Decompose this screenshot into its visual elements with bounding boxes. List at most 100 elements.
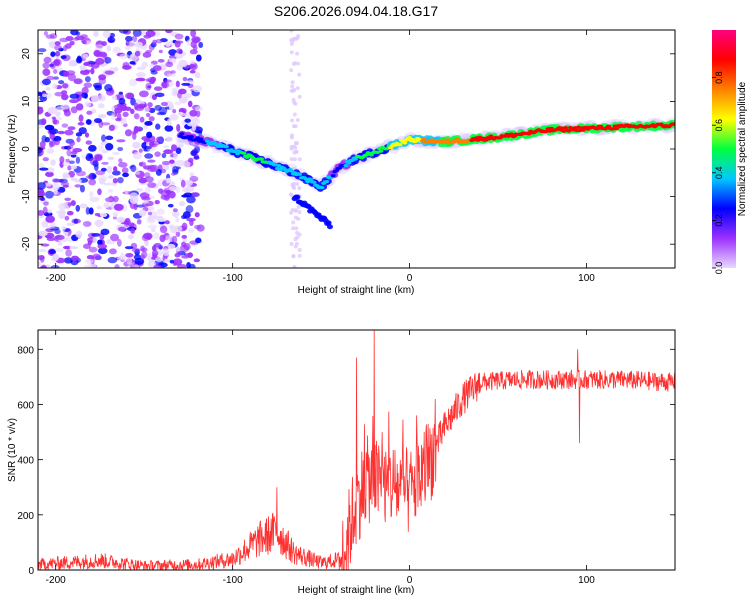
spectrogram-noise-blob bbox=[94, 44, 104, 49]
spectrogram-noise-blob bbox=[134, 41, 143, 48]
spectrogram-noise-blob bbox=[117, 226, 126, 232]
spectrogram-noise-blob bbox=[290, 133, 295, 138]
spectrogram-noise-blob bbox=[136, 72, 146, 78]
spectrogram-noise-blob bbox=[120, 117, 127, 125]
spectrogram-noise-blob bbox=[174, 101, 182, 105]
spectrogram-noise-blob bbox=[67, 73, 76, 82]
spectrogram-noise-blob bbox=[293, 124, 298, 129]
spectrogram-noise-blob bbox=[146, 131, 153, 139]
spectrogram-noise-blob bbox=[166, 73, 177, 77]
spectrogram-noise-blob bbox=[289, 68, 294, 73]
spectrogram-noise-blob bbox=[175, 217, 180, 223]
spectrogram-noise-blob bbox=[54, 234, 65, 240]
spectrogram-noise-blob bbox=[297, 72, 302, 77]
spectrogram-noise-blob bbox=[156, 249, 164, 256]
spectrogram-noise-blob bbox=[84, 76, 91, 83]
spectrogram-noise-blob bbox=[168, 104, 174, 111]
spectrogram-noise-blob bbox=[175, 231, 181, 237]
spectrogram-noise-blob bbox=[150, 70, 158, 75]
spectrogram-noise-blob bbox=[164, 258, 171, 263]
spectrogram-ridge-branch bbox=[325, 220, 332, 226]
spectrogram-noise-blob bbox=[53, 76, 59, 80]
spectrogram-noise-blob bbox=[42, 157, 49, 162]
spectrogram-ridge-core bbox=[402, 141, 408, 145]
spectrogram-noise-blob bbox=[101, 149, 109, 154]
spectrogram-noise-blob bbox=[75, 31, 81, 37]
spectrogram-noise-blob bbox=[67, 126, 76, 131]
spectrogram-ridge-core bbox=[179, 132, 185, 136]
spectrogram-noise-blob bbox=[113, 203, 124, 211]
spectrogram-noise-blob bbox=[293, 149, 298, 154]
spectrogram-noise-blob bbox=[82, 53, 89, 59]
spectrogram-ridge-core bbox=[352, 157, 358, 161]
spectrogram-noise-blob bbox=[163, 149, 174, 155]
spectrogram-noise-blob bbox=[67, 165, 72, 171]
spectrogram-noise-blob bbox=[60, 104, 70, 110]
spectrogram-noise-blob bbox=[144, 153, 154, 159]
spectrogram-noise-blob bbox=[119, 252, 125, 259]
spectrogram-noise-blob bbox=[101, 134, 106, 142]
spectrogram-noise-blob bbox=[97, 247, 108, 255]
spectrogram-noise-blob bbox=[97, 103, 105, 109]
snr-xtick-label: 0 bbox=[407, 575, 413, 586]
spectrogram-noise-blob bbox=[51, 182, 60, 191]
spectrogram-noise-blob bbox=[292, 112, 297, 117]
spectrogram-noise-blob bbox=[132, 132, 137, 140]
snr-xlabel: Height of straight line (km) bbox=[298, 585, 415, 596]
spectrogram-noise-blob bbox=[190, 150, 197, 157]
spectrogram-noise-blob bbox=[55, 111, 61, 117]
spectrogram-noise-blob bbox=[168, 49, 178, 56]
spectrogram-noise-blob bbox=[188, 263, 196, 268]
snr-ytick-label: 600 bbox=[17, 400, 34, 411]
spectrogram-noise-blob bbox=[132, 151, 142, 160]
spectrogram-noise-blob bbox=[85, 119, 92, 125]
spectrogram-noise-blob bbox=[125, 35, 133, 42]
spectrogram-noise-blob bbox=[88, 207, 94, 215]
spectrogram-noise-blob bbox=[79, 184, 85, 193]
spectrogram-noise-blob bbox=[140, 245, 145, 252]
spectrogram-noise-blob bbox=[69, 99, 79, 104]
snr-series-line bbox=[38, 330, 675, 570]
spectrogram-noise-blob bbox=[158, 49, 163, 54]
spectrogram-noise-blob bbox=[289, 242, 294, 247]
spectrogram-noise-blob bbox=[147, 252, 152, 259]
spectrogram-noise-blob bbox=[189, 175, 199, 182]
spectrogram-noise-blob bbox=[93, 30, 99, 37]
spectrogram-noise-blob bbox=[180, 179, 186, 188]
spectrogram-noise-blob bbox=[86, 110, 93, 115]
spectrogram-ridge-core bbox=[407, 136, 413, 140]
spectrogram-noise-blob bbox=[70, 106, 78, 114]
spectrogram-noise-blob bbox=[182, 76, 188, 82]
spectrogram-noise-blob bbox=[297, 210, 302, 215]
spectrogram-noise-blob bbox=[63, 231, 69, 237]
colorbar-tick-label: 0.6 bbox=[714, 119, 724, 132]
spectrogram-noise-blob bbox=[45, 92, 52, 99]
spectrogram-noise-blob bbox=[38, 182, 46, 190]
spectrogram-noise-blob bbox=[42, 206, 48, 214]
spectrogram-noise-blob bbox=[129, 61, 136, 65]
spectrogram-noise-blob bbox=[189, 70, 196, 74]
spectrogram-noise-blob bbox=[45, 215, 56, 223]
snr-ytick-label: 400 bbox=[17, 456, 34, 467]
spectrogram-ridge-branch bbox=[326, 224, 333, 230]
spectrogram-noise-blob bbox=[152, 249, 159, 257]
spectrogram-noise-blob bbox=[159, 234, 166, 243]
spectrogram-noise-blob bbox=[47, 106, 58, 115]
spectrogram-noise-blob bbox=[295, 118, 300, 123]
spectrogram-noise-blob bbox=[289, 88, 294, 93]
spectrogram-noise-blob bbox=[114, 264, 120, 268]
spectrogram-noise-blob bbox=[124, 129, 133, 137]
spectrogram-noise-blob bbox=[84, 132, 90, 138]
spectrogram-ridge-core bbox=[454, 137, 460, 141]
spectrogram-noise-blob bbox=[101, 161, 109, 165]
spectrogram-noise-blob bbox=[168, 186, 178, 191]
spectrogram-noise-blob bbox=[163, 79, 172, 83]
spectrogram-noise-blob bbox=[64, 215, 70, 221]
spectrogram-noise-blob bbox=[109, 32, 116, 38]
spectrogram-noise-blob bbox=[153, 232, 160, 240]
spectrogram-noise-blob bbox=[148, 116, 155, 122]
spectrogram-noise-blob bbox=[62, 174, 71, 179]
spectrogram-noise-blob bbox=[117, 162, 128, 168]
spectrogram-noise-blob bbox=[50, 159, 56, 166]
spectrogram-noise-blob bbox=[45, 34, 55, 39]
